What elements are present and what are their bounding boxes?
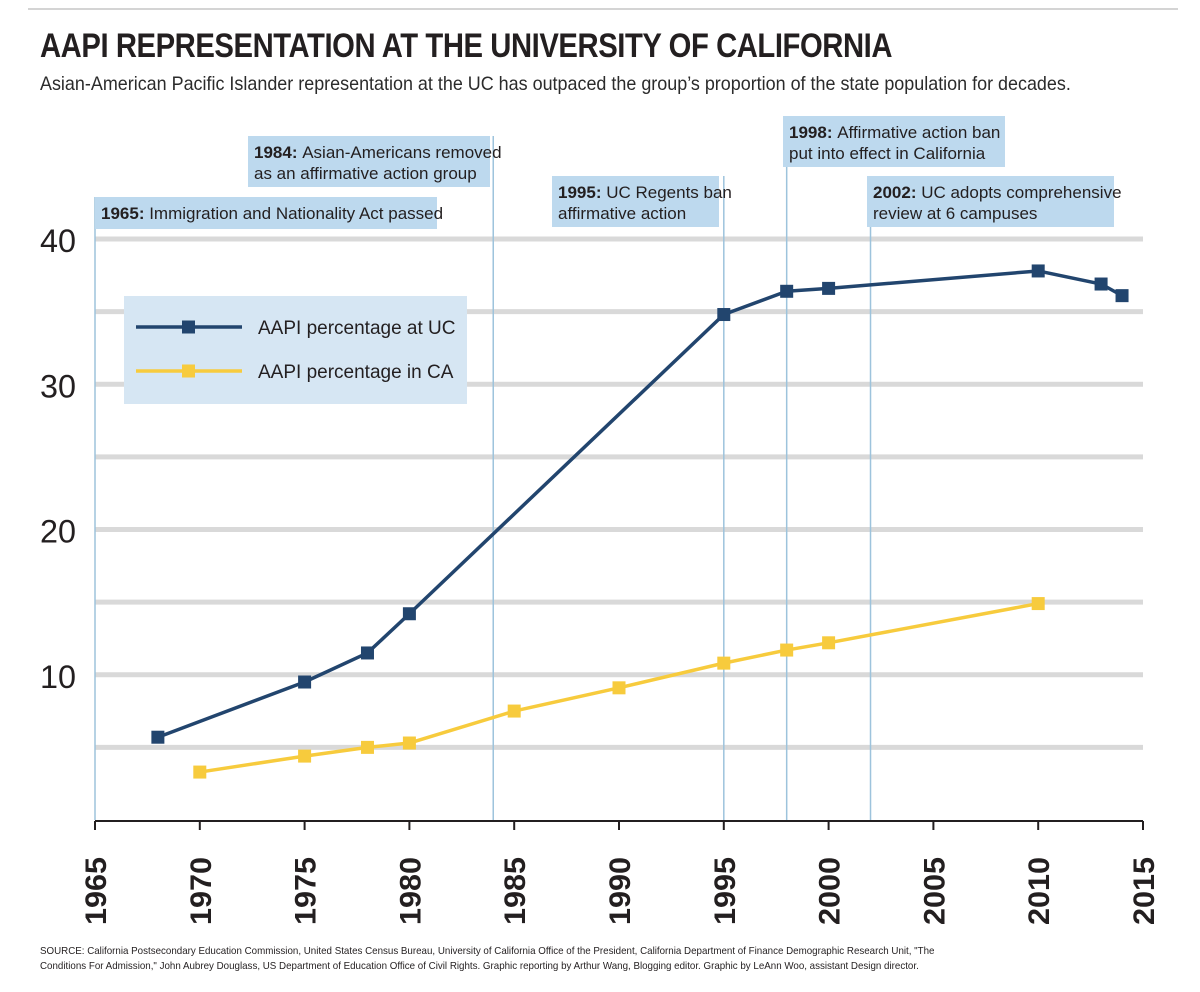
data-point (1094, 277, 1108, 291)
data-point (822, 636, 836, 650)
data-point (822, 281, 836, 295)
annotation-text: 1995: UC Regents ban (558, 183, 732, 202)
x-tick-label: 1990 (604, 857, 637, 925)
annotation-text: review at 6 campuses (873, 204, 1037, 223)
x-tick-label: 1975 (290, 857, 323, 925)
annotation-box (783, 116, 1005, 167)
source-note: SOURCE: California Postsecondary Educati… (40, 945, 935, 972)
data-point (402, 607, 416, 621)
annotations: 1965: Immigration and Nationality Act pa… (94, 116, 1122, 820)
x-tick-label: 2000 (814, 857, 847, 925)
data-point (1031, 597, 1045, 611)
x-tick-label: 1995 (709, 857, 742, 925)
data-point (298, 675, 312, 689)
data-point (612, 681, 626, 695)
legend-swatch-marker (182, 364, 195, 378)
annotation-box (867, 176, 1114, 227)
series-group (151, 264, 1129, 779)
x-tick-label: 1985 (499, 857, 532, 925)
series-line (199, 601, 1039, 774)
data-point (298, 749, 312, 763)
data-point (717, 308, 731, 322)
annotation-text: as an affirmative action group (254, 164, 477, 183)
x-tick-label: 1970 (185, 857, 218, 925)
x-tick-label: 2005 (918, 857, 951, 925)
data-point (717, 656, 731, 670)
top-rule (28, 8, 1178, 10)
data-point (780, 284, 794, 298)
chart-subtitle: Asian-American Pacific Islander represen… (40, 73, 1071, 95)
annotation-text: 2002: UC adopts comprehensive (873, 183, 1122, 202)
y-tick-label: 10 (40, 659, 76, 695)
x-tick-label: 2015 (1128, 857, 1161, 925)
y-tick-label: 20 (40, 514, 76, 550)
annotation-text: 1984: Asian-Americans removed (254, 143, 502, 162)
legend-swatch-marker (182, 320, 195, 334)
data-point (1115, 289, 1129, 303)
legend: AAPI percentage at UC AAPI percentage in … (124, 296, 467, 404)
data-point (780, 643, 794, 657)
y-tick-label: 40 (40, 223, 76, 259)
annotation-text: 1998: Affirmative action ban (789, 123, 1000, 142)
legend-box (124, 296, 467, 404)
x-tick-label: 1980 (394, 857, 427, 925)
data-point (360, 646, 374, 660)
annotation-box (248, 136, 490, 187)
data-point (151, 730, 165, 744)
data-point (402, 736, 416, 750)
data-point (360, 740, 374, 754)
annotation-box (552, 176, 719, 227)
legend-label: AAPI percentage at UC (258, 318, 456, 339)
x-tick-label: 2010 (1023, 857, 1056, 925)
legend-label: AAPI percentage in CA (258, 362, 454, 383)
annotation-text: affirmative action (558, 204, 686, 223)
data-point (1031, 264, 1045, 278)
data-point (193, 765, 207, 779)
annotation-text: put into effect in California (789, 144, 986, 163)
y-tick-label: 30 (40, 368, 76, 404)
series-line (157, 269, 1123, 739)
annotation-box (95, 197, 437, 229)
axes: 10 20 30 40 1965 1970 1975 1980 1985 1990 1995 2000… (40, 223, 1161, 925)
x-tick-label: 1965 (80, 857, 113, 925)
annotation-text: 1965: Immigration and Nationality Act pa… (101, 204, 443, 223)
data-point (507, 704, 521, 718)
chart-title: AAPI REPRESENTATION AT THE UNIVERSITY OF… (40, 27, 893, 65)
